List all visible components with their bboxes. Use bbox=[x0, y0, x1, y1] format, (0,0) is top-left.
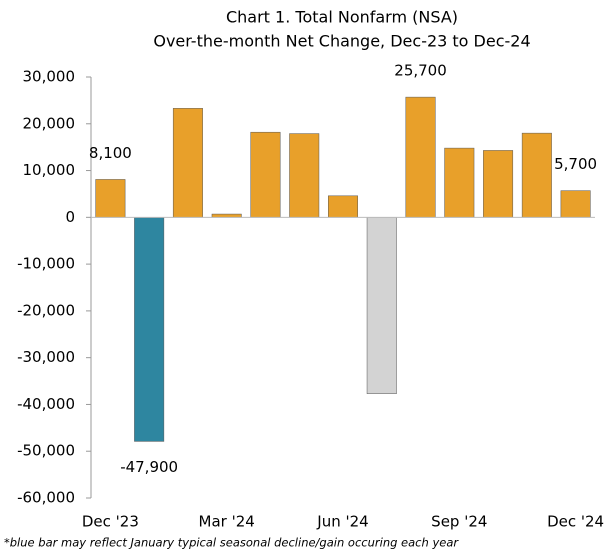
y-tick-label: -20,000 bbox=[17, 301, 75, 319]
x-tick-label: Jun '24 bbox=[316, 513, 368, 531]
bar bbox=[521, 132, 552, 218]
y-tick-label: 30,000 bbox=[23, 68, 76, 86]
chart-title: Chart 1. Total Nonfarm (NSA) bbox=[226, 8, 458, 27]
x-tick-label: Sep '24 bbox=[431, 513, 487, 531]
y-tick-label: 10,000 bbox=[23, 161, 76, 179]
bar bbox=[172, 108, 203, 218]
bar bbox=[483, 150, 514, 218]
bar bbox=[289, 133, 320, 218]
bar bbox=[95, 179, 126, 218]
y-tick-label: -10,000 bbox=[17, 255, 75, 273]
x-tick-label: Dec '23 bbox=[82, 513, 139, 531]
bar bbox=[134, 217, 165, 442]
bar bbox=[560, 190, 591, 218]
y-tick-label: -60,000 bbox=[17, 489, 75, 507]
data-label: 25,700 bbox=[394, 62, 447, 80]
bar bbox=[444, 147, 475, 218]
y-tick-label: 20,000 bbox=[23, 114, 76, 132]
y-tick-label: -50,000 bbox=[17, 442, 75, 460]
y-tick-label: 0 bbox=[65, 208, 75, 226]
bar bbox=[328, 195, 358, 218]
bar bbox=[366, 217, 397, 394]
bar bbox=[250, 131, 281, 218]
data-label: 8,100 bbox=[89, 144, 132, 162]
y-tick-label: -40,000 bbox=[17, 395, 75, 413]
chart-subtitle: Over-the-month Net Change, Dec-23 to Dec… bbox=[153, 32, 530, 51]
x-tick-label: Dec '24 bbox=[547, 513, 604, 531]
data-label: 5,700 bbox=[554, 155, 597, 173]
bar bbox=[405, 96, 436, 218]
footnote: *blue bar may reflect January typical se… bbox=[4, 536, 459, 550]
data-label: -47,900 bbox=[120, 458, 178, 476]
y-tick-label: -30,000 bbox=[17, 348, 75, 366]
x-tick-label: Mar '24 bbox=[199, 513, 255, 531]
